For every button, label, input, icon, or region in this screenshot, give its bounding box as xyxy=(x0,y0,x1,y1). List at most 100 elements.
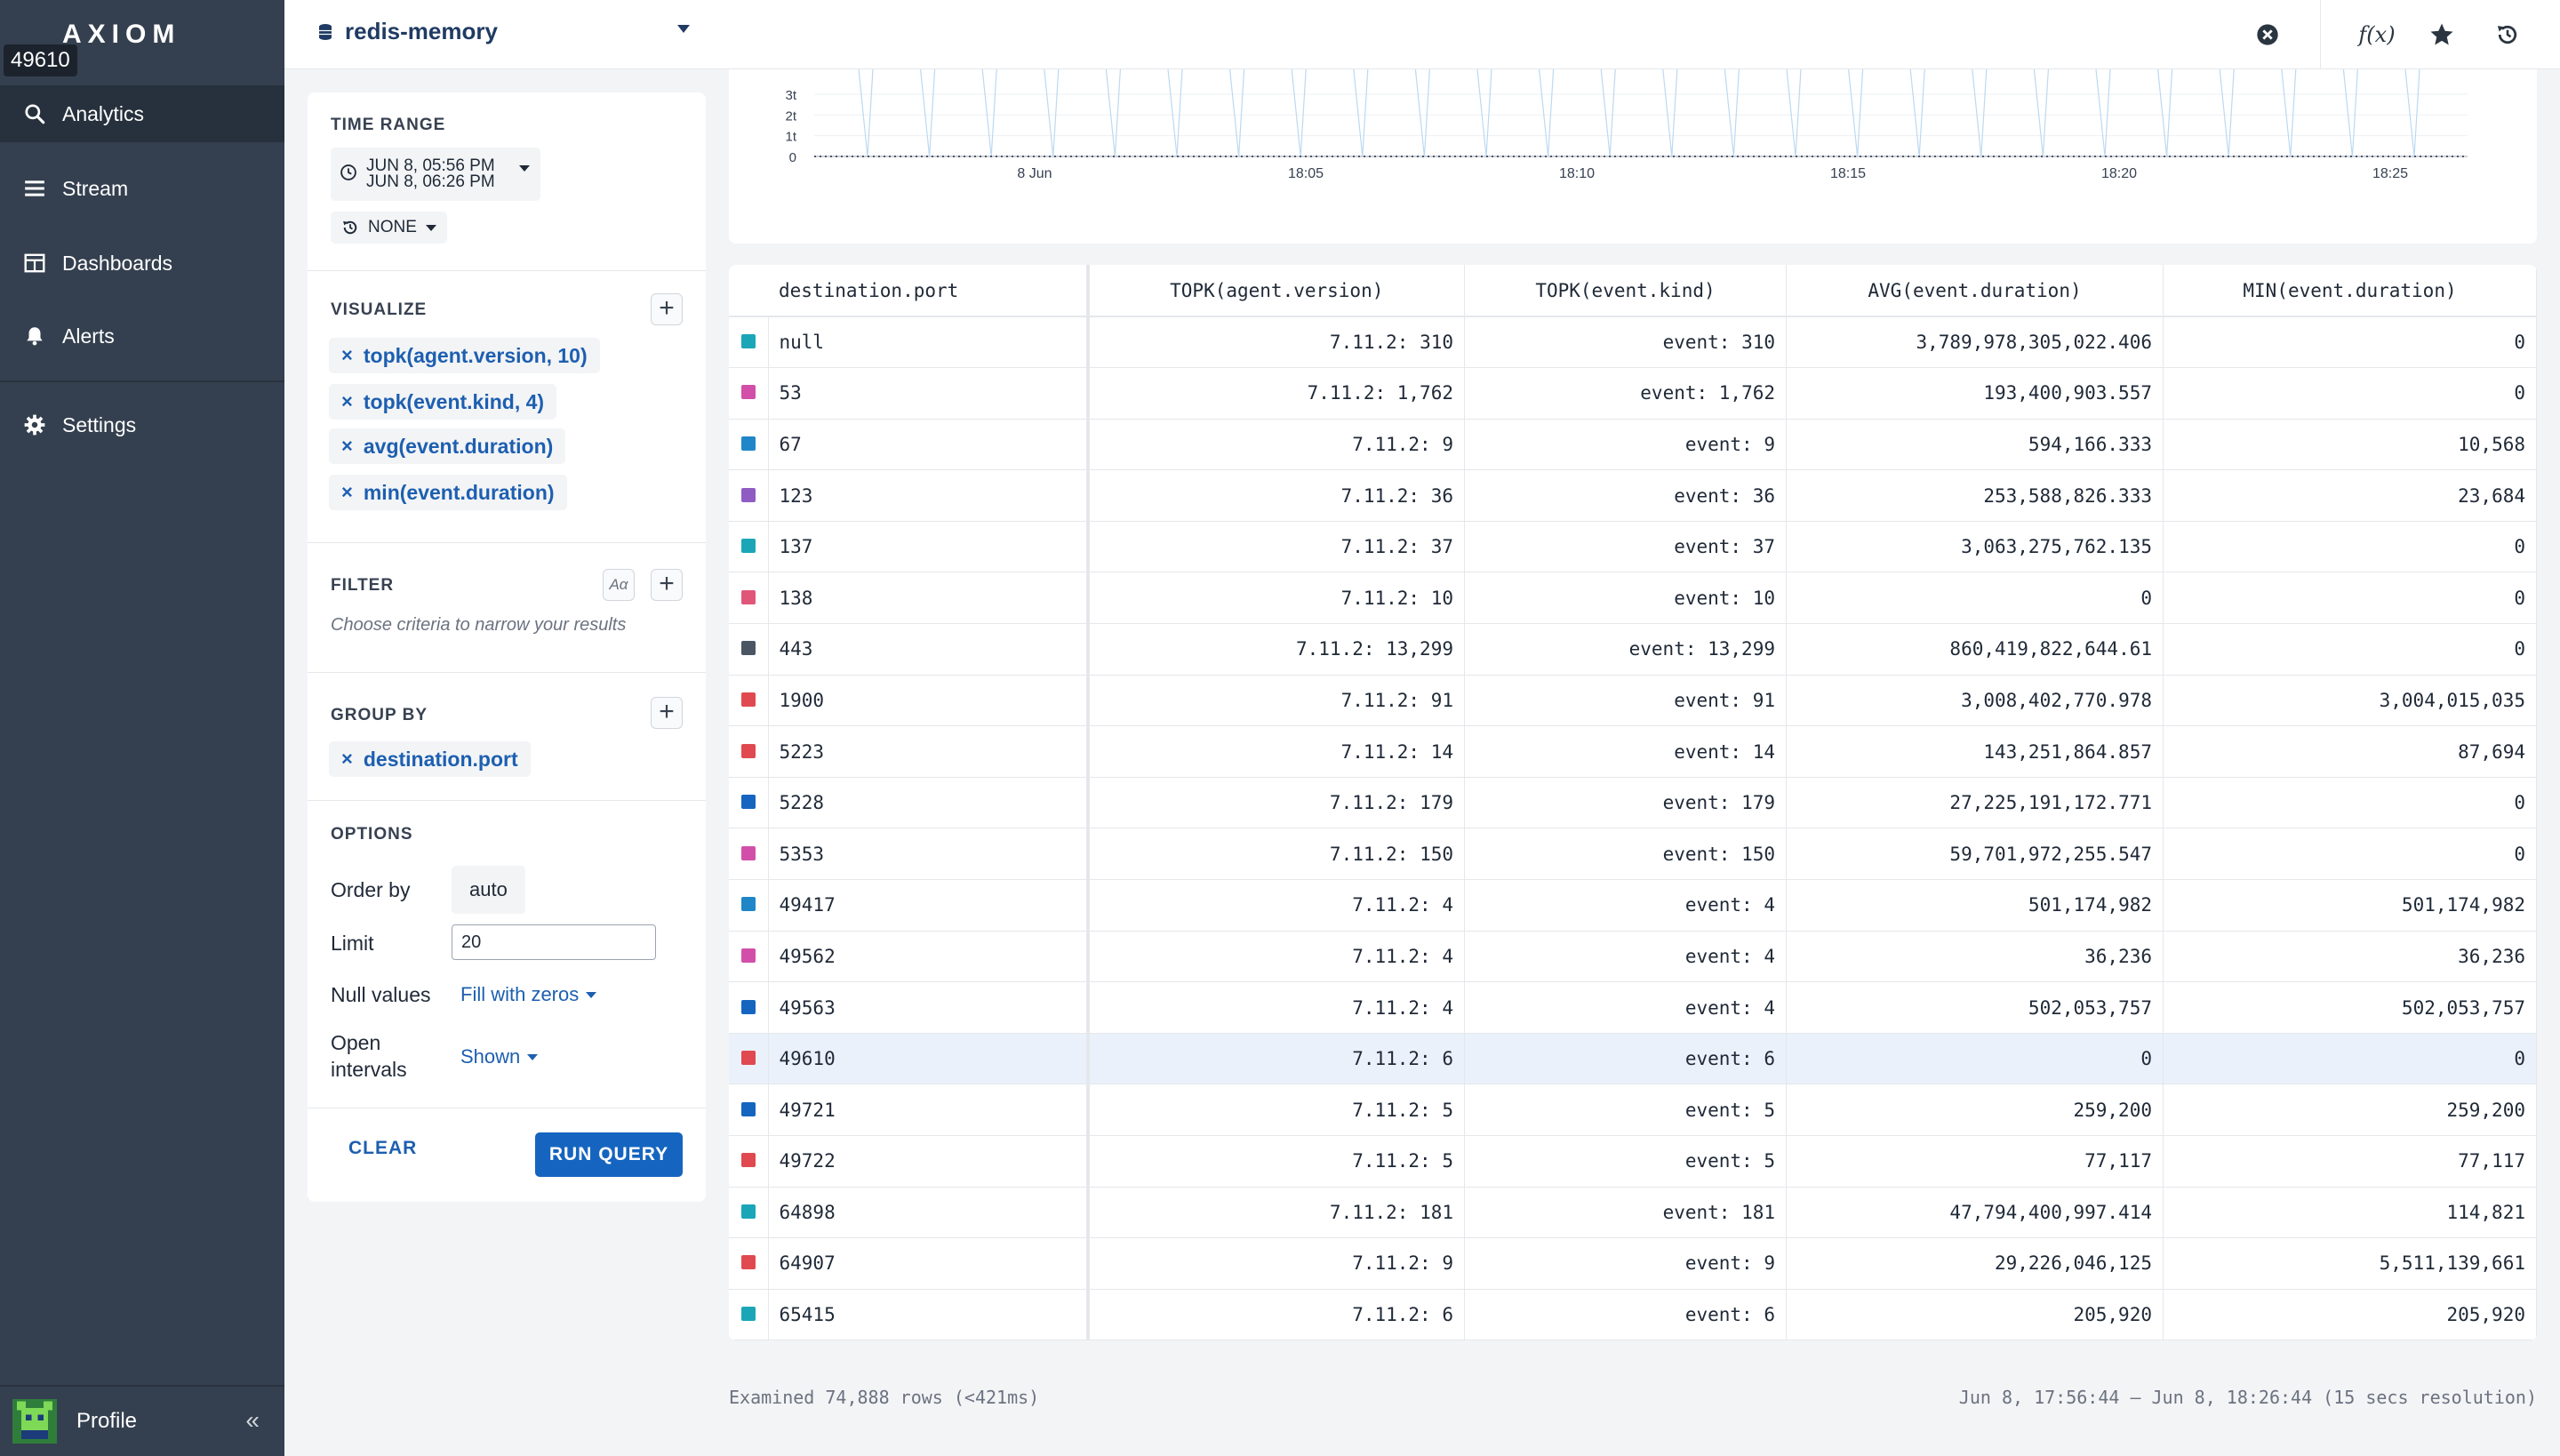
table-row[interactable]: 65415 7.11.2: 6 event: 6 205,920 205,920 xyxy=(729,1289,2537,1340)
series-color-swatch[interactable] xyxy=(740,845,756,860)
axiom-logo[interactable]: AXIOM xyxy=(62,20,181,49)
series-color-swatch[interactable] xyxy=(740,1051,756,1066)
table-row[interactable]: 49417 7.11.2: 4 event: 4 501,174,982 501,174… xyxy=(729,879,2537,932)
row-color-cell[interactable] xyxy=(729,419,769,471)
series-color-swatch[interactable] xyxy=(740,1153,756,1168)
visualization-chip[interactable]: × avg(event.duration) xyxy=(329,428,566,464)
row-color-cell[interactable] xyxy=(729,469,769,522)
null-values-select[interactable]: Fill with zeros xyxy=(460,983,597,1006)
table-row[interactable]: 5353 7.11.2: 150 event: 150 59,701,972,255.… xyxy=(729,828,2537,881)
sidebar-item-stream[interactable]: Stream xyxy=(0,160,284,217)
time-range-picker[interactable]: JUN 8, 05:56 PM JUN 8, 06:26 PM xyxy=(331,148,540,201)
star-icon[interactable] xyxy=(2427,20,2457,50)
group-by-chip[interactable]: × destination.port xyxy=(329,741,531,777)
column-header[interactable]: TOPK(agent.version) xyxy=(1087,265,1465,317)
limit-input[interactable] xyxy=(452,924,656,960)
remove-icon[interactable]: × xyxy=(341,435,353,457)
row-color-cell[interactable] xyxy=(729,675,769,727)
table-row[interactable]: 138 7.11.2: 10 event: 10 0 0 xyxy=(729,572,2537,625)
row-color-cell[interactable] xyxy=(729,367,769,420)
table-row[interactable]: 137 7.11.2: 37 event: 37 3,063,275,762.135 0 xyxy=(729,521,2537,573)
profile-button[interactable]: Profile « xyxy=(0,1385,284,1456)
table-row[interactable]: 443 7.11.2: 13,299 event: 13,299 860,419,82… xyxy=(729,623,2537,676)
row-color-cell[interactable] xyxy=(729,1237,769,1290)
order-by-select[interactable]: auto xyxy=(452,866,525,914)
table-row[interactable]: 49563 7.11.2: 4 event: 4 502,053,757 502,053… xyxy=(729,981,2537,1034)
table-row[interactable]: 49562 7.11.2: 4 event: 4 36,236 36,236 xyxy=(729,931,2537,983)
add-group-by-button[interactable]: + xyxy=(651,697,683,729)
row-color-cell[interactable] xyxy=(729,1187,769,1239)
row-color-cell[interactable] xyxy=(729,1033,769,1085)
series-color-swatch[interactable] xyxy=(740,897,756,912)
run-query-button[interactable]: RUN QUERY xyxy=(535,1132,683,1177)
column-header[interactable]: TOPK(event.kind) xyxy=(1464,265,1787,317)
row-color-cell[interactable] xyxy=(729,828,769,881)
series-color-swatch[interactable] xyxy=(740,1204,756,1219)
function-icon[interactable]: f(x) xyxy=(2358,22,2396,47)
series-color-swatch[interactable] xyxy=(740,334,756,349)
series-color-swatch[interactable] xyxy=(740,743,756,758)
row-color-cell[interactable] xyxy=(729,879,769,932)
series-color-swatch[interactable] xyxy=(740,795,756,810)
series-color-swatch[interactable] xyxy=(740,385,756,400)
clear-button[interactable]: CLEAR xyxy=(348,1138,418,1158)
table-row[interactable]: 5228 7.11.2: 179 event: 179 27,225,191,172.… xyxy=(729,777,2537,829)
row-color-cell[interactable] xyxy=(729,1289,769,1340)
sidebar-item-alerts[interactable]: Alerts xyxy=(0,308,284,364)
row-color-cell[interactable] xyxy=(729,316,769,369)
series-color-swatch[interactable] xyxy=(740,692,756,707)
column-header[interactable]: AVG(event.duration) xyxy=(1786,265,2164,317)
series-color-swatch[interactable] xyxy=(740,589,756,604)
table-row[interactable]: 5223 7.11.2: 14 event: 14 143,251,864.857 87… xyxy=(729,725,2537,778)
visualization-chip[interactable]: × topk(event.kind, 4) xyxy=(329,384,557,420)
row-color-cell[interactable] xyxy=(729,931,769,983)
row-color-cell[interactable] xyxy=(729,623,769,676)
row-color-cell[interactable] xyxy=(729,1135,769,1188)
table-row[interactable]: 49721 7.11.2: 5 event: 5 259,200 259,200 xyxy=(729,1084,2537,1136)
series-color-swatch[interactable] xyxy=(740,948,756,963)
row-color-cell[interactable] xyxy=(729,981,769,1034)
series-color-swatch[interactable] xyxy=(740,1101,756,1116)
table-row[interactable]: 1900 7.11.2: 91 event: 91 3,008,402,770.978… xyxy=(729,675,2537,727)
series-color-swatch[interactable] xyxy=(740,436,756,451)
chevron-down-icon[interactable] xyxy=(677,25,690,33)
visualization-chip[interactable]: × min(event.duration) xyxy=(329,475,567,510)
series-color-swatch[interactable] xyxy=(740,539,756,554)
time-series-chart[interactable]: 3t 2t 1t 0 8 Jun 18:05 18:10 18:15 18:20 18:25 xyxy=(729,69,2537,244)
remove-icon[interactable]: × xyxy=(341,390,353,412)
row-color-cell[interactable] xyxy=(729,1084,769,1136)
remove-icon[interactable]: × xyxy=(341,748,353,770)
remove-icon[interactable]: × xyxy=(341,344,353,366)
clear-icon[interactable] xyxy=(2252,20,2283,50)
column-header[interactable]: MIN(event.duration) xyxy=(2163,265,2537,317)
sidebar-item-analytics[interactable]: Analytics xyxy=(0,85,284,142)
visualization-chip[interactable]: × topk(agent.version, 10) xyxy=(329,338,600,373)
dataset-selector[interactable]: redis-memory xyxy=(318,18,498,45)
series-color-swatch[interactable] xyxy=(740,487,756,502)
column-header[interactable]: destination.port xyxy=(729,265,1090,317)
sidebar-item-settings[interactable]: Settings xyxy=(0,396,284,453)
row-color-cell[interactable] xyxy=(729,777,769,829)
row-color-cell[interactable] xyxy=(729,572,769,625)
table-row[interactable]: 64898 7.11.2: 181 event: 181 47,794,400,997… xyxy=(729,1187,2537,1239)
table-row[interactable]: 53 7.11.2: 1,762 event: 1,762 193,400,903.5… xyxy=(729,367,2537,420)
table-row[interactable]: null 7.11.2: 310 event: 310 3,789,978,305,0… xyxy=(729,316,2537,369)
row-color-cell[interactable] xyxy=(729,725,769,778)
row-color-cell[interactable] xyxy=(729,521,769,573)
add-filter-button[interactable]: + xyxy=(651,569,683,601)
table-row[interactable]: 49722 7.11.2: 5 event: 5 77,117 77,117 xyxy=(729,1135,2537,1188)
sidebar-item-dashboards[interactable]: Dashboards xyxy=(0,235,284,292)
remove-icon[interactable]: × xyxy=(341,481,353,503)
series-color-swatch[interactable] xyxy=(740,1307,756,1322)
open-intervals-select[interactable]: Shown xyxy=(460,1045,539,1068)
collapse-sidebar-icon[interactable]: « xyxy=(245,1406,260,1434)
series-color-swatch[interactable] xyxy=(740,1255,756,1270)
case-sensitive-toggle[interactable]: Aα xyxy=(603,569,635,601)
series-color-swatch[interactable] xyxy=(740,999,756,1014)
table-row[interactable]: 67 7.11.2: 9 event: 9 594,166.333 10,568 xyxy=(729,419,2537,471)
table-row[interactable]: 64907 7.11.2: 9 event: 9 29,226,046,125 5,51… xyxy=(729,1237,2537,1290)
compare-selector[interactable]: NONE xyxy=(331,212,447,244)
table-row[interactable]: 123 7.11.2: 36 event: 36 253,588,826.333 23,… xyxy=(729,469,2537,522)
series-color-swatch[interactable] xyxy=(740,641,756,656)
